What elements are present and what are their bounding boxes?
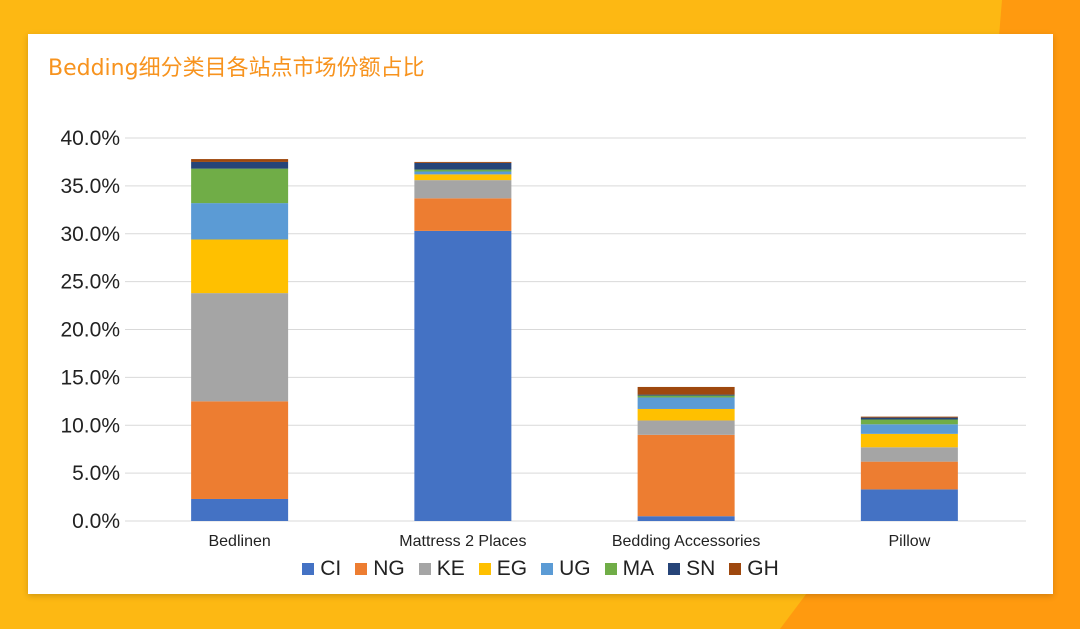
legend-item-gh: GH — [729, 557, 779, 581]
legend-swatch — [302, 563, 315, 575]
bar-segment-ke — [191, 293, 289, 402]
legend-label: EG — [496, 557, 528, 580]
bar-segment-ma — [414, 169, 512, 172]
bar-segment-ng — [191, 401, 289, 499]
bar-segment-sn — [191, 161, 289, 169]
legend-label: UG — [559, 557, 591, 580]
y-tick-label: 35.0% — [60, 175, 120, 198]
bar-segment-gh — [191, 159, 289, 162]
bar-segment-eg — [637, 408, 735, 421]
legend-item-ug: UG — [541, 557, 591, 581]
legend-swatch — [729, 563, 742, 575]
bar-segment-ug — [414, 171, 512, 175]
legend-item-ci: CI — [302, 557, 341, 581]
y-tick-label: 0.0% — [72, 510, 120, 533]
y-tick-label: 30.0% — [60, 223, 120, 246]
legend-item-ng: NG — [355, 557, 405, 581]
legend-swatch — [355, 563, 368, 575]
bar-segment-ug — [860, 424, 958, 434]
legend-label: GH — [747, 557, 779, 580]
bar-segment-gh — [860, 416, 958, 418]
bar-segment-sn — [414, 162, 512, 170]
bar-segment-sn — [860, 417, 958, 420]
legend-swatch — [668, 563, 681, 575]
bar-segment-ke — [860, 447, 958, 462]
x-tick-label: Pillow — [888, 533, 930, 550]
stacked-bar-chart: 0.0% 5.0% 10.0% 15.0% 20.0% 25.0% 30.0% 35.0% 40… — [60, 127, 1026, 550]
legend-swatch — [418, 563, 431, 575]
y-tick-label: 5.0% — [72, 462, 120, 485]
bar-segment-ng — [860, 461, 958, 490]
chart-legend: CI NG KE EG UG MA SN GH — [28, 557, 1053, 581]
legend-label: KE — [436, 557, 465, 580]
bar-segment-ci — [637, 516, 735, 521]
bar-segment-ma — [860, 419, 958, 425]
bar-segment-ma — [191, 168, 289, 204]
y-tick-label: 40.0% — [60, 127, 120, 150]
bar-segment-ug — [191, 203, 289, 240]
y-tick-label: 15.0% — [60, 366, 120, 389]
y-tick-label: 25.0% — [60, 271, 120, 294]
legend-label: SN — [686, 557, 716, 580]
legend-swatch — [478, 563, 491, 575]
bar-segment-sn — [637, 394, 735, 396]
bar-segment-eg — [860, 433, 958, 448]
bar-segment-ng — [414, 198, 512, 231]
y-tick-label: 20.0% — [60, 319, 120, 342]
bar-segment-gh — [414, 161, 512, 163]
bar-segment-eg — [414, 174, 512, 181]
background-accent-bottom — [780, 589, 1080, 629]
bar-segment-eg — [191, 239, 289, 294]
bar-segment-ke — [637, 420, 735, 435]
x-tick-label: Bedlinen — [208, 533, 270, 550]
legend-item-ke: KE — [418, 557, 465, 581]
bar-segment-ug — [637, 397, 735, 409]
chart-card: Bedding细分类目各站点市场份额占比 0.0% 5.0% 10.0% 15.0% 2… — [28, 34, 1053, 594]
bar-segment-ma — [637, 395, 735, 398]
y-tick-label: 10.0% — [60, 414, 120, 437]
bar-segment-ke — [414, 180, 512, 199]
x-tick-label: Mattress 2 Places — [399, 533, 526, 550]
legend-label: NG — [373, 557, 405, 580]
legend-label: CI — [320, 557, 342, 580]
legend-label: MA — [622, 557, 655, 580]
bar-segment-ci — [414, 230, 512, 521]
legend-swatch — [541, 563, 554, 575]
bar-segment-gh — [637, 386, 735, 395]
bar-segment-ng — [637, 434, 735, 517]
legend-item-ma: MA — [604, 557, 655, 581]
chart-title: Bedding细分类目各站点市场份额占比 — [48, 56, 425, 81]
x-tick-label: Bedding Accessories — [612, 533, 761, 550]
bar-segment-ci — [191, 498, 289, 521]
legend-item-eg: EG — [478, 557, 528, 581]
legend-item-sn: SN — [668, 557, 715, 581]
bar-segment-ci — [860, 489, 958, 521]
legend-swatch — [604, 563, 617, 575]
